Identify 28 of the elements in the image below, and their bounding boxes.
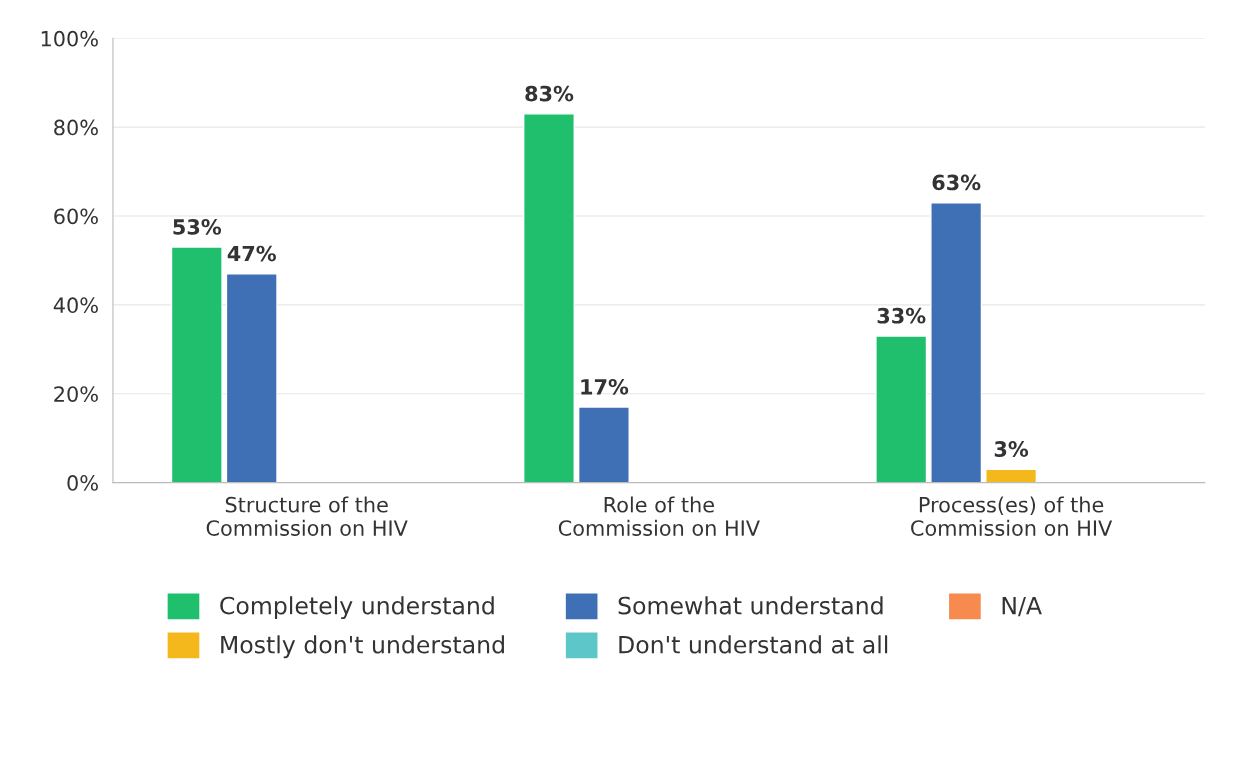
data-label: 63%	[932, 174, 981, 191]
y-tick-label: 0%	[67, 475, 98, 491]
data-label: 47%	[227, 245, 276, 262]
data-label: 83%	[525, 85, 574, 102]
x-tick-label: Process(es) of the Commission on HIV	[911, 496, 1113, 536]
legend-label: N/A	[1002, 596, 1042, 617]
data-label: 53%	[173, 218, 222, 235]
y-tick-label: 60%	[54, 208, 98, 225]
y-tick-label: 80%	[54, 119, 98, 136]
bar	[225, 273, 278, 483]
data-label: 17%	[581, 378, 629, 395]
bar	[985, 468, 1038, 483]
legend-label: Don't understand at all	[619, 635, 888, 654]
data-label: 33%	[877, 307, 926, 324]
bar	[523, 113, 575, 483]
x-tick-label: Structure of the Commission on HIV	[206, 496, 408, 536]
x-tick-label: Role of the Commission on HIV	[558, 496, 760, 536]
legend-label: Mostly don't understand	[221, 635, 504, 659]
y-tick-label: 100%	[41, 30, 98, 47]
bar	[930, 201, 983, 483]
y-tick-label: 40%	[53, 297, 98, 314]
data-label: 3%	[994, 441, 1029, 457]
bar	[577, 406, 630, 483]
bar	[170, 246, 223, 483]
bar	[875, 335, 928, 483]
legend-label: Completely understand	[220, 596, 494, 620]
y-tick-label: 20%	[54, 386, 98, 402]
legend-label: Somewhat understand	[618, 596, 883, 615]
